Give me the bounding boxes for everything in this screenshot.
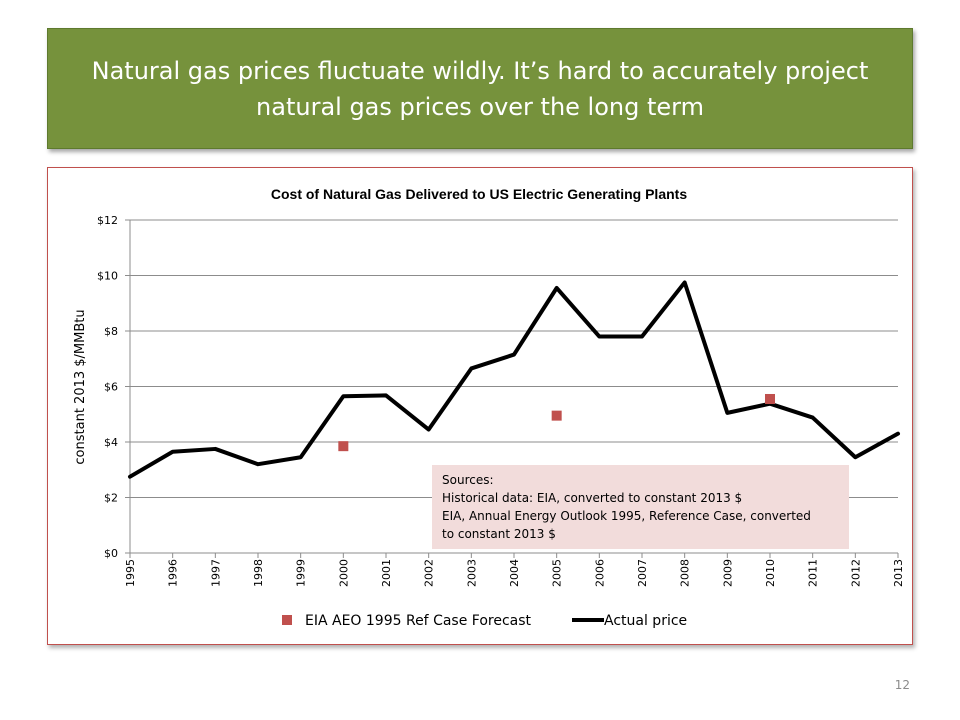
chart-frame: Cost of Natural Gas Delivered to US Elec… xyxy=(47,167,913,645)
actual-price-line xyxy=(128,280,900,479)
y-tick-label: $2 xyxy=(104,492,118,505)
x-tick-label: 1999 xyxy=(295,559,308,587)
x-tick-label: 2012 xyxy=(849,559,862,587)
y-tick-label: $12 xyxy=(97,214,118,227)
x-tick-label: 1997 xyxy=(209,559,222,587)
y-tick-label: $6 xyxy=(104,381,118,394)
actual-price-series xyxy=(128,280,900,479)
y-axis-title: constant 2013 $/MMBtu xyxy=(73,309,88,464)
x-tick-label: 2010 xyxy=(764,559,777,587)
slide-title: Natural gas prices fluctuate wildly. It’… xyxy=(91,56,869,121)
axes xyxy=(125,219,899,558)
sources-note-box xyxy=(432,465,849,549)
x-tick-label: 2005 xyxy=(551,559,564,587)
legend: EIA AEO 1995 Ref Case Forecast Actual pri… xyxy=(282,613,687,629)
x-tick-label: 1996 xyxy=(167,559,180,587)
y-tick-label: $10 xyxy=(97,270,118,283)
forecast-point xyxy=(338,441,349,452)
x-tick-label: 2009 xyxy=(721,559,734,587)
x-tick-label: 2003 xyxy=(465,559,478,587)
sources-note-line: Sources: xyxy=(442,473,494,487)
x-tick-label: 1995 xyxy=(124,559,137,587)
sources-note-line: to constant 2013 $ xyxy=(442,527,556,541)
x-tick-label: 2008 xyxy=(679,559,692,587)
x-tick-labels: 1995 1996 1997 1998 1999 2000 2001 2002 2003 2004… xyxy=(124,559,905,587)
y-tick-labels: $0 $2 $4 $6 $8 $10 $12 xyxy=(97,214,118,560)
x-tick-label: 2001 xyxy=(380,559,393,587)
grid xyxy=(130,219,898,554)
chart-title: Cost of Natural Gas Delivered to US Elec… xyxy=(271,186,687,202)
x-tick-label: 2004 xyxy=(508,559,521,587)
page-number: 12 xyxy=(894,678,910,692)
y-tick-label: $0 xyxy=(104,547,118,560)
x-tick-label: 2006 xyxy=(593,559,606,587)
legend-forecast-marker xyxy=(282,615,292,625)
x-tick-label: 2007 xyxy=(636,559,649,587)
sources-note-line: EIA, Annual Energy Outlook 1995, Referen… xyxy=(442,509,811,523)
x-tick-label: 1998 xyxy=(252,559,265,587)
chart: Cost of Natural Gas Delivered to US Elec… xyxy=(73,186,905,629)
y-tick-label: $4 xyxy=(104,436,118,449)
title-banner: Natural gas prices fluctuate wildly. It’… xyxy=(47,28,913,149)
legend-actual-label: Actual price xyxy=(604,613,687,629)
y-tick-label: $8 xyxy=(104,325,118,338)
sources-note: Sources: Historical data: EIA, converted … xyxy=(432,465,849,549)
x-tick-label: 2011 xyxy=(807,559,820,587)
forecast-point xyxy=(551,410,562,421)
forecast-point xyxy=(765,393,775,404)
x-tick-label: 2002 xyxy=(423,559,436,587)
forecast-series xyxy=(338,393,775,452)
sources-note-line: Historical data: EIA, converted to const… xyxy=(442,491,742,505)
legend-forecast-label: EIA AEO 1995 Ref Case Forecast xyxy=(305,613,532,629)
x-tick-label: 2013 xyxy=(892,559,905,587)
x-tick-label: 2000 xyxy=(337,559,350,587)
